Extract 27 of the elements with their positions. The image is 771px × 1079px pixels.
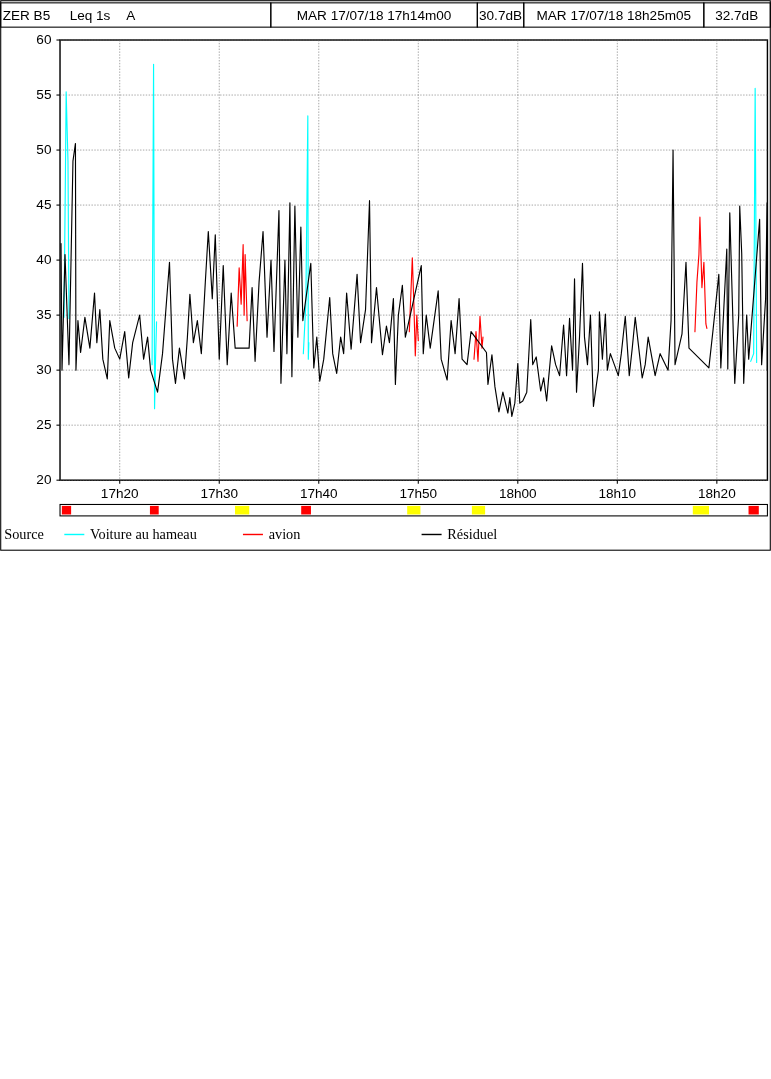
x-tick-label: 18h10 bbox=[598, 486, 637, 502]
x-tick-label: 17h30 bbox=[200, 486, 239, 502]
text: A bbox=[126, 8, 137, 24]
y-tick-label: 25 bbox=[36, 416, 52, 432]
text: 32.7dB bbox=[715, 8, 759, 24]
legend-label: Voiture au hameau bbox=[90, 525, 197, 542]
chart-title: ZER B5 bbox=[2, 8, 51, 24]
x-tick-label: 18h00 bbox=[498, 486, 538, 502]
text: 30.7dB bbox=[479, 8, 523, 24]
x-tick-label: 17h40 bbox=[299, 486, 339, 502]
legend-title: Source bbox=[4, 525, 44, 542]
y-tick-label: 60 bbox=[36, 31, 52, 47]
y-tick-label: 45 bbox=[36, 196, 52, 212]
y-tick-label: 35 bbox=[36, 306, 52, 322]
x-tick-label: 18h20 bbox=[697, 486, 737, 502]
x-tick-label: 17h20 bbox=[100, 486, 140, 502]
y-tick-label: 40 bbox=[36, 251, 52, 267]
text: Leq 1s bbox=[69, 8, 111, 24]
y-tick-label: 30 bbox=[36, 361, 52, 377]
text: MAR 17/07/18 18h25m05 bbox=[536, 8, 692, 24]
y-tick-label: 55 bbox=[36, 86, 52, 102]
text: MAR 17/07/18 17h14m00 bbox=[296, 8, 452, 24]
x-tick-label: 17h50 bbox=[399, 486, 438, 502]
legend-label: avion bbox=[268, 525, 301, 542]
y-tick-label: 50 bbox=[36, 141, 52, 157]
y-tick-label: 20 bbox=[36, 471, 52, 487]
legend-label: Résiduel bbox=[447, 525, 498, 542]
